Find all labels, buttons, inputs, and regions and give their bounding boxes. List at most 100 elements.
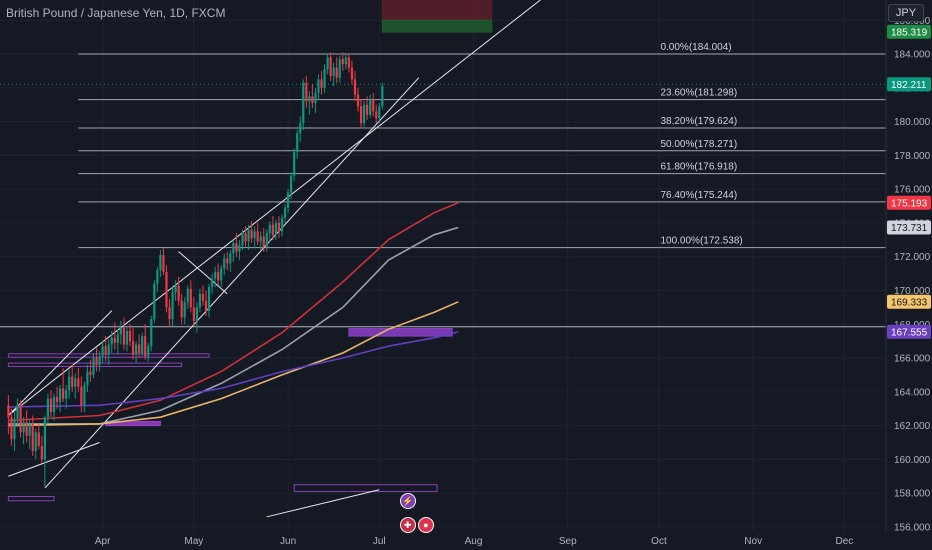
trend-channel: [8, 0, 541, 518]
moving-average-line: [8, 202, 459, 422]
candle-body: [277, 222, 281, 232]
candle-body: [40, 445, 43, 460]
price-label: 169.333: [891, 297, 928, 308]
candle-body: [353, 79, 357, 95]
candle-body: [201, 293, 205, 301]
candle-body: [46, 398, 50, 418]
flag-uk-icon[interactable]: ✚: [399, 516, 416, 533]
candle-body: [55, 396, 59, 402]
candle-body: [150, 319, 153, 347]
candle-body: [104, 346, 107, 355]
price-labels: 185.319 182.211 175.193 173.731 169.333 167.5…: [887, 24, 931, 339]
candle-body: [128, 331, 132, 342]
price-tick: 172.000: [894, 252, 931, 263]
candle-body: [296, 133, 299, 152]
candle-body: [350, 67, 354, 80]
price-tick: 170.000: [894, 286, 931, 297]
price-label: 167.555: [891, 327, 928, 338]
candle-body: [37, 432, 40, 446]
fib-label: 0.00%(184.004): [660, 42, 731, 53]
candle-body: [262, 236, 265, 247]
candle-body: [62, 388, 65, 399]
candle-body: [119, 327, 122, 335]
candle-body: [65, 390, 68, 399]
candle-body: [381, 86, 384, 107]
moving-average-line: [8, 226, 459, 425]
candle-body: [226, 258, 229, 264]
candle-body: [344, 57, 347, 65]
zone-box: [293, 484, 438, 492]
candle-body: [347, 57, 350, 68]
flag-jp-icon[interactable]: ●: [417, 516, 434, 533]
horizontal-lines: [0, 83, 886, 328]
candle-body: [28, 423, 31, 436]
candle-body: [290, 175, 293, 193]
candle-body: [232, 243, 235, 254]
candle-body: [134, 344, 138, 355]
candle-body: [10, 417, 13, 440]
candle-body: [207, 287, 211, 311]
candle-body: [308, 96, 311, 102]
candle-body: [183, 302, 186, 318]
candle-body: [16, 405, 19, 419]
candle-body: [235, 243, 238, 252]
time-tick: Jul: [373, 536, 386, 547]
candle-body: [52, 396, 56, 413]
candle-body: [31, 423, 34, 451]
price-label-bg: [887, 324, 931, 339]
price-tick: 164.000: [894, 387, 931, 398]
candle-body: [323, 69, 326, 88]
fib-label: 61.80%(176.918): [660, 162, 737, 173]
moving-average-line: [8, 331, 459, 408]
price-tick: 178.000: [894, 151, 931, 162]
candle-body: [293, 152, 296, 176]
candle-body: [369, 99, 372, 115]
candle-body: [95, 358, 98, 365]
price-label: 185.319: [891, 27, 928, 38]
fib-label: 23.60%(181.298): [660, 88, 737, 99]
candle-body: [311, 96, 314, 104]
candle-body: [338, 59, 341, 78]
time-axis-bg: [0, 532, 932, 550]
lightning-icon[interactable]: ⚡: [399, 492, 416, 509]
price-tick: 180.000: [894, 117, 931, 128]
candle-body: [320, 79, 323, 88]
candle-body: [244, 233, 247, 242]
trend-line: [44, 77, 420, 489]
price-label-bg: [887, 294, 931, 309]
fib-label: 38.20%(179.624): [660, 116, 737, 127]
trend-line: [8, 310, 113, 416]
time-tick: Nov: [744, 536, 762, 547]
price-tick: 184.000: [894, 50, 931, 61]
candle-body: [223, 258, 226, 269]
candle-body: [329, 57, 332, 76]
time-tick: May: [184, 536, 203, 547]
candle-body: [159, 255, 162, 271]
candle-body: [299, 123, 302, 134]
price-tick: 156.000: [894, 522, 931, 533]
candle-body: [34, 432, 37, 451]
price-tick: 166.000: [894, 354, 931, 365]
candle-body: [341, 59, 344, 65]
candle-body: [131, 341, 135, 355]
candle-body: [116, 334, 119, 343]
candle-body: [168, 307, 171, 320]
candle-body: [89, 371, 92, 375]
candle-body: [156, 270, 159, 284]
time-tick: Apr: [95, 536, 111, 547]
candle-body: [229, 253, 232, 264]
candle-body: [214, 271, 217, 279]
trend-line: [266, 489, 380, 518]
time-tick: Aug: [465, 536, 483, 547]
candle-body: [326, 57, 329, 70]
time-tick: Jun: [280, 536, 296, 547]
time-tick: Sep: [559, 536, 577, 547]
currency-button[interactable]: JPY: [888, 4, 924, 22]
price-label-bg: [887, 220, 931, 235]
price-tick: 160.000: [894, 455, 931, 466]
candle-body: [314, 92, 317, 104]
candle-body: [195, 307, 198, 321]
candle-body: [372, 99, 375, 112]
candle-body: [241, 233, 244, 245]
